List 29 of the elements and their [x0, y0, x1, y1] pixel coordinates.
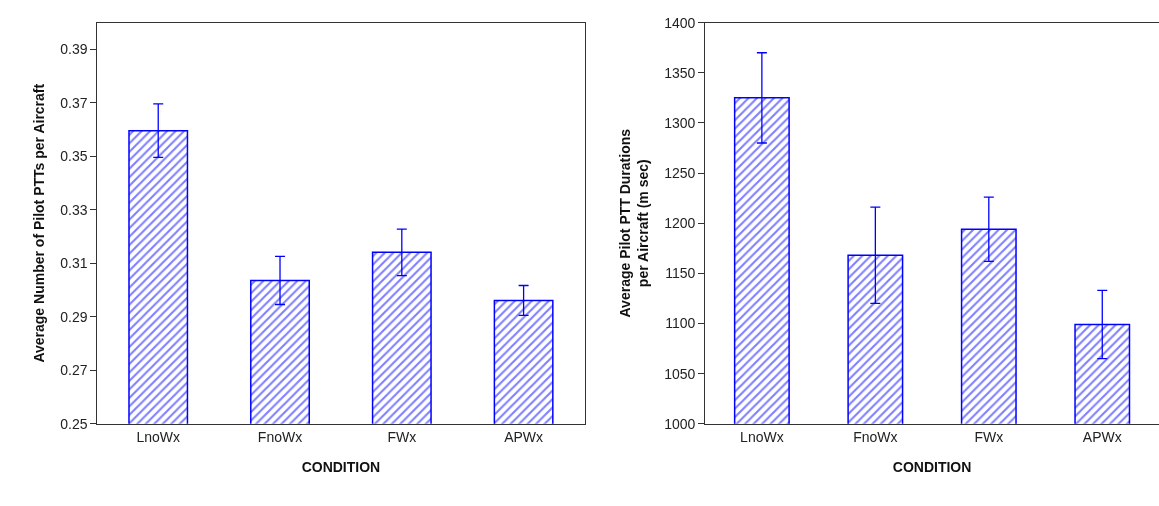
- y-tick-label: 1100: [665, 315, 696, 332]
- y-tick-label: 1050: [664, 365, 696, 382]
- y-tick-label: 1150: [665, 265, 696, 282]
- y-tick-label: 1250: [664, 164, 696, 181]
- x-tick-label: LnoWx: [740, 428, 784, 445]
- y-tick-label: 0.35: [60, 148, 88, 165]
- x-tick-label: APWx: [1082, 428, 1122, 445]
- y-tick-label: 0.39: [60, 41, 88, 58]
- y-axis-title: Average Pilot PTT Durations per Aircraft (m sec): [616, 128, 651, 318]
- x-axis-title: CONDITION: [301, 458, 381, 475]
- y-tick-label: 1000: [664, 415, 696, 432]
- x-tick-label: APWx: [504, 428, 544, 445]
- y-tick-label: 1200: [664, 215, 696, 232]
- y-tick-label: 0.31: [60, 255, 88, 272]
- y-tick-label: 0.37: [60, 94, 88, 111]
- x-tick-label: FWx: [974, 428, 1004, 445]
- x-tick-label: FWx: [387, 428, 417, 445]
- x-axis-title: CONDITION: [892, 458, 972, 475]
- y-tick-label: 0.25: [60, 415, 88, 432]
- x-tick-label: FnoWx: [257, 428, 303, 445]
- x-tick-label: LnoWx: [136, 428, 181, 445]
- y-tick-label: 1350: [664, 64, 696, 81]
- y-tick-label: 1300: [664, 114, 696, 131]
- y-tick-label: 0.27: [60, 362, 88, 379]
- y-tick-label: 1400: [664, 14, 696, 31]
- y-axis-title: Average Number of Pilot PTTs per Aircraft: [30, 83, 47, 363]
- x-tick-label: FnoWx: [853, 428, 898, 445]
- y-tick-label: 0.33: [60, 201, 88, 218]
- y-tick-label: 0.29: [60, 308, 88, 325]
